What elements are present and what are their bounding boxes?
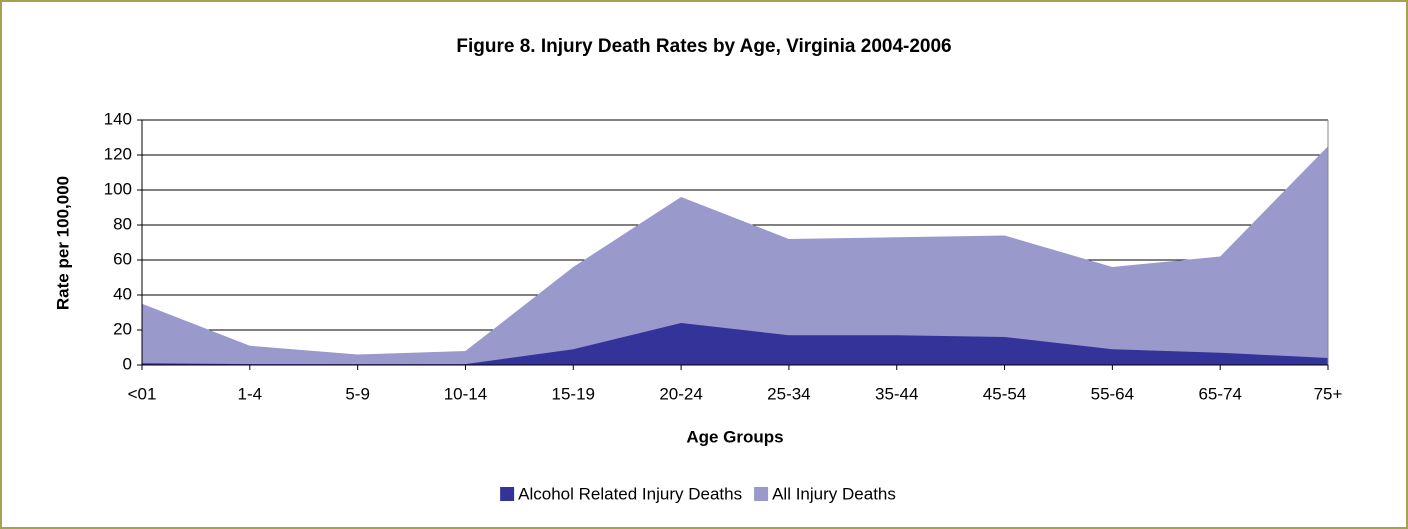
legend-swatch xyxy=(754,487,769,501)
x-axis-label: Age Groups xyxy=(686,427,783,446)
y-tick-label: 100 xyxy=(104,179,132,198)
chart-title: Figure 8. Injury Death Rates by Age, Vir… xyxy=(456,36,951,57)
y-tick-label: 80 xyxy=(113,214,132,233)
legend-label: Alcohol Related Injury Deaths xyxy=(518,484,742,503)
x-tick-label: 45-54 xyxy=(983,384,1026,403)
x-tick-label: 35-44 xyxy=(875,384,918,403)
x-tick-label: 15-19 xyxy=(552,384,595,403)
x-tick-label: 25-34 xyxy=(767,384,810,403)
y-axis-label: Rate per 100,000 xyxy=(53,176,72,310)
x-tick-label: 10-14 xyxy=(444,384,487,403)
x-tick-label: 5-9 xyxy=(345,384,370,403)
y-tick-label: 40 xyxy=(113,284,132,303)
y-tick-label: 60 xyxy=(113,249,132,268)
x-tick-label: 65-74 xyxy=(1198,384,1241,403)
y-tick-label: 140 xyxy=(104,109,132,128)
x-tick-label: 55-64 xyxy=(1091,384,1134,403)
x-tick-label: 75+ xyxy=(1314,384,1343,403)
x-tick-label: 1-4 xyxy=(238,384,263,403)
x-tick-label: <01 xyxy=(128,384,157,403)
y-tick-label: 20 xyxy=(113,319,132,338)
legend-label: All Injury Deaths xyxy=(772,484,896,503)
legend-swatch xyxy=(500,487,515,501)
y-tick-label: 0 xyxy=(123,354,132,373)
area xyxy=(142,146,1328,365)
x-tick-label: 20-24 xyxy=(659,384,702,403)
y-tick-label: 120 xyxy=(104,144,132,163)
area xyxy=(142,323,1328,365)
